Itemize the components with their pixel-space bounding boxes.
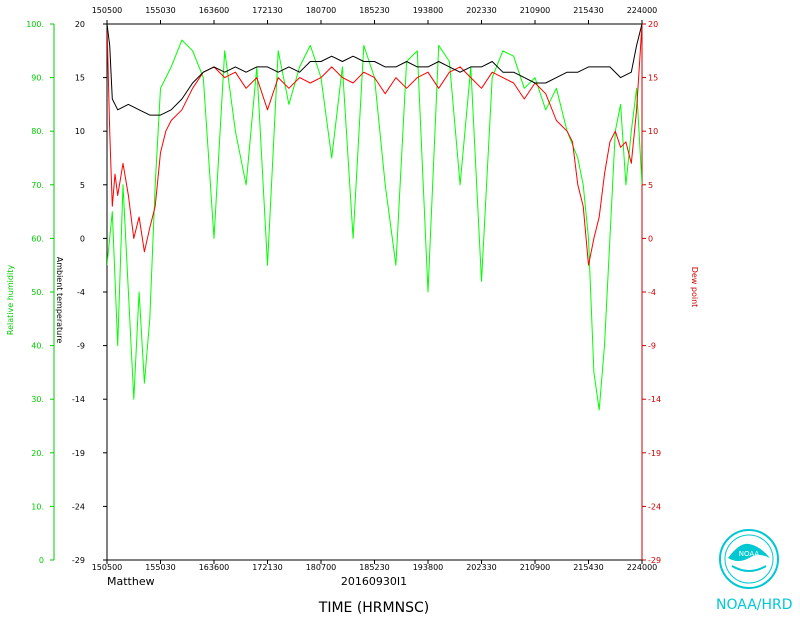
rh-tick-label: 30. (31, 395, 44, 404)
x-bottom-tick-label: 193800 (413, 563, 444, 572)
dew-point-tick-label: -4 (648, 288, 656, 297)
dew-point-tick-label: 15 (648, 74, 658, 83)
x-top-tick-label: 155030 (145, 6, 176, 15)
rh-tick-label: 90. (31, 74, 44, 83)
x-top-tick-label: 180700 (306, 6, 337, 15)
dew-point-tick-label: -14 (648, 395, 661, 404)
temperature-axis-label: Ambient temperature (55, 257, 64, 344)
x-bottom-tick-label: 185230 (359, 563, 390, 572)
dew-point-tick-label: 5 (648, 181, 653, 190)
noaa-hrd-label: NOAA/HRD (716, 597, 793, 613)
x-top-tick-label: 185230 (359, 6, 390, 15)
rh-axis-ticks: 0 10. 20. 30. 40. 50. 60. 70. 80. 90. 100. (26, 20, 54, 565)
rh-tick-label: 80. (31, 127, 44, 136)
rh-tick-label: 50. (31, 288, 44, 297)
series-line-dew-point (107, 23, 642, 266)
dew-point-tick-label: -9 (648, 342, 656, 351)
dew-point-tick-label: 20 (648, 20, 658, 29)
rh-axis-label: Relative humidity (6, 265, 15, 335)
noaa-logo-text: NOAA (739, 550, 760, 558)
x-top-tick-label: 150500 (92, 6, 123, 15)
dew-point-tick-label: 0 (648, 234, 653, 243)
rh-tick-label: 20. (31, 449, 44, 458)
temperature-tick-label: -14 (72, 395, 85, 404)
x-axis-top-ticks: 150500 155030 163600 172130 180700 185230 1938… (92, 6, 658, 24)
dew-point-axis-label: Dew point (690, 267, 699, 308)
temperature-tick-label: -29 (72, 556, 85, 565)
storm-name: Matthew (107, 575, 155, 588)
x-top-tick-label: 172130 (252, 6, 283, 15)
temperature-tick-label: -9 (77, 342, 85, 351)
temperature-tick-label: 5 (80, 181, 85, 190)
noaa-logo-icon: NOAA (719, 529, 779, 589)
plot-frame (106, 23, 643, 561)
dew-point-tick-label: -19 (648, 449, 661, 458)
dew-point-tick-label: 10 (648, 127, 658, 136)
rh-tick-label: 60. (31, 234, 44, 243)
rh-tick-label: 10. (31, 502, 44, 511)
temperature-tick-label: 0 (80, 234, 85, 243)
temperature-tick-label: -24 (72, 502, 85, 511)
x-top-tick-label: 215430 (573, 6, 604, 15)
temperature-tick-label: 10 (75, 127, 85, 136)
x-bottom-tick-label: 172130 (252, 563, 283, 572)
temperature-tick-label: -4 (77, 288, 85, 297)
temperature-tick-label: 20 (75, 20, 85, 29)
x-bottom-tick-label: 155030 (145, 563, 176, 572)
x-top-tick-label: 224000 (627, 6, 658, 15)
series-line-relative-humidity (107, 39, 642, 411)
temperature-tick-label: -19 (72, 449, 85, 458)
temperature-axis-ticks: -29 -24 -19 -14 -9 -4 0 5 10 15 20 (72, 20, 107, 565)
x-axis-title: TIME (HRMNSC) (318, 600, 429, 616)
rh-tick-label: 70. (31, 181, 44, 190)
x-top-tick-label: 163600 (199, 6, 230, 15)
rh-tick-label: 100. (26, 20, 44, 29)
temperature-tick-label: 15 (75, 74, 85, 83)
x-bottom-tick-label: 224000 (627, 563, 658, 572)
x-bottom-tick-label: 210900 (520, 563, 551, 572)
x-top-tick-label: 210900 (520, 6, 551, 15)
dew-point-tick-label: -29 (648, 556, 661, 565)
rh-tick-label: 40. (31, 342, 44, 351)
series-line-ambient-temperature (107, 23, 642, 116)
rh-tick-label: 0 (39, 556, 44, 565)
x-top-tick-label: 193800 (413, 6, 444, 15)
x-bottom-tick-label: 180700 (306, 563, 337, 572)
dew-point-axis-ticks: -29 -24 -19 -14 -9 -4 0 5 10 15 20 (642, 20, 661, 565)
x-axis-bottom-ticks: 150500 155030 163600 172130 180700 185230 1938… (92, 560, 658, 572)
series-layer (107, 23, 642, 411)
x-bottom-tick-label: 202330 (466, 563, 497, 572)
dew-point-tick-label: -24 (648, 502, 661, 511)
x-bottom-tick-label: 163600 (199, 563, 230, 572)
x-bottom-tick-label: 150500 (92, 563, 123, 572)
x-top-tick-label: 202330 (466, 6, 497, 15)
flight-id: 20160930I1 (341, 575, 407, 588)
x-bottom-tick-label: 215430 (573, 563, 604, 572)
